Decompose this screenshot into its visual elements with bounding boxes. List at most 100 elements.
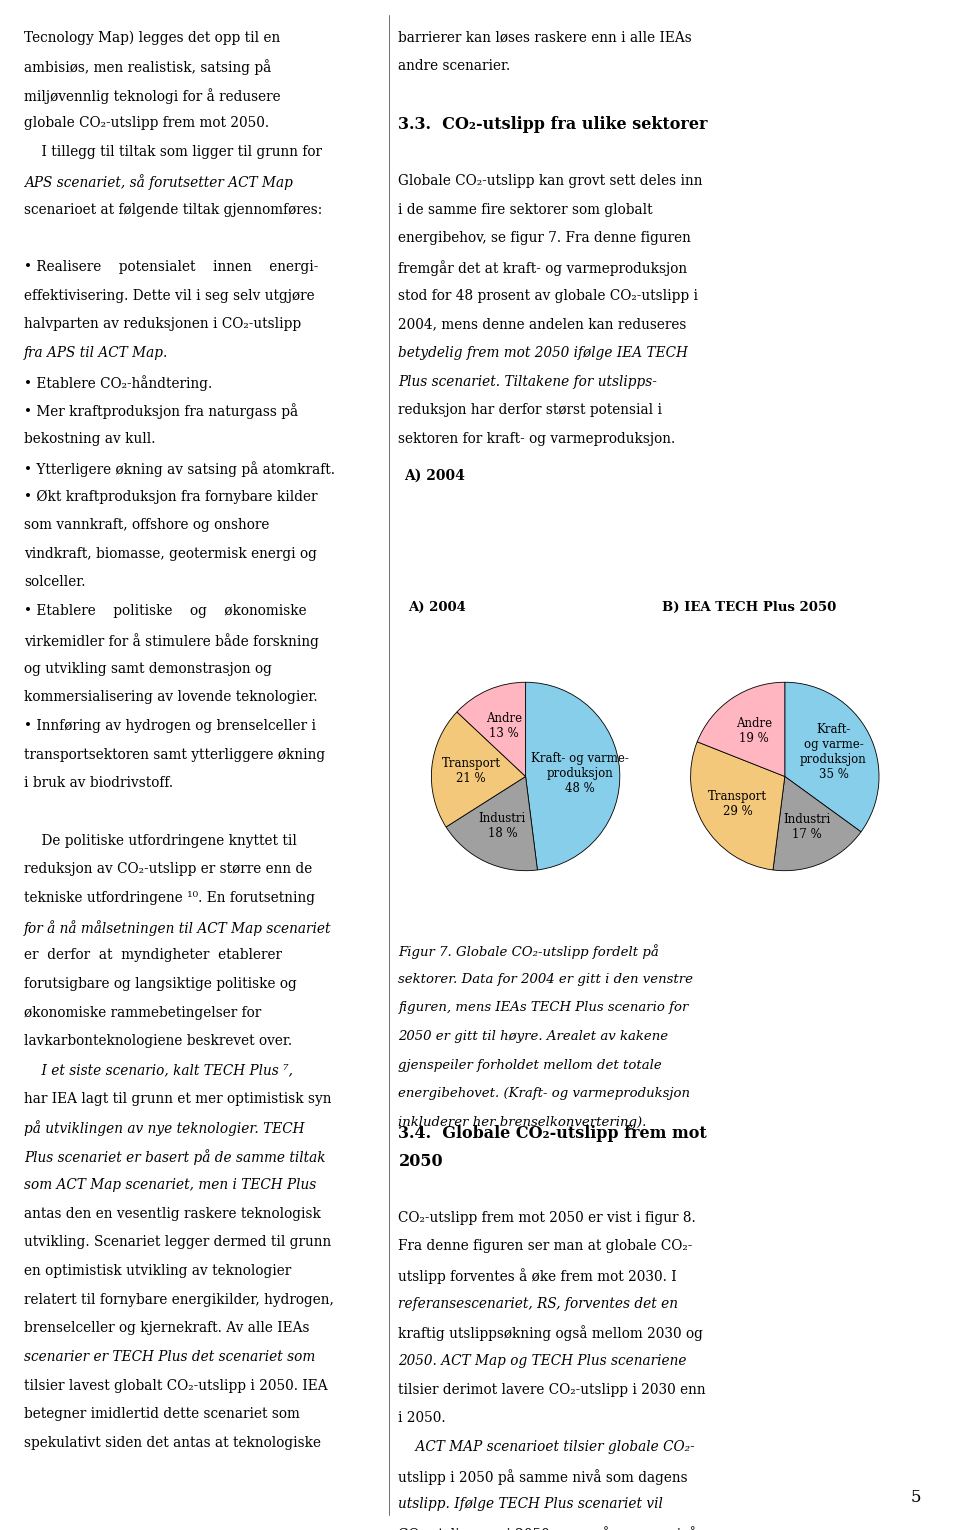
- Text: sektorer. Data for 2004 er gitt i den venstre: sektorer. Data for 2004 er gitt i den ve…: [398, 973, 693, 985]
- Wedge shape: [697, 682, 785, 776]
- Text: utvikling. Scenariet legger dermed til grunn: utvikling. Scenariet legger dermed til g…: [24, 1235, 331, 1250]
- Text: kraftig utslippsøkning også mellom 2030 og: kraftig utslippsøkning også mellom 2030 …: [398, 1325, 704, 1342]
- Text: solceller.: solceller.: [24, 575, 85, 589]
- Text: kommersialisering av lovende teknologier.: kommersialisering av lovende teknologier…: [24, 690, 318, 704]
- Text: I tillegg til tiltak som ligger til grunn for: I tillegg til tiltak som ligger til grun…: [24, 145, 322, 159]
- Text: Figur 7. Globale CO₂-utslipp fordelt på: Figur 7. Globale CO₂-utslipp fordelt på: [398, 944, 660, 959]
- Text: i 2050.: i 2050.: [398, 1411, 446, 1426]
- Text: • Ytterligere økning av satsing på atomkraft.: • Ytterligere økning av satsing på atomk…: [24, 461, 335, 477]
- Text: en optimistisk utvikling av teknologier: en optimistisk utvikling av teknologier: [24, 1264, 291, 1278]
- Text: økonomiske rammebetingelser for: økonomiske rammebetingelser for: [24, 1005, 261, 1021]
- Text: utslipp. Ifølge TECH Plus scenariet vil: utslipp. Ifølge TECH Plus scenariet vil: [398, 1498, 663, 1512]
- Text: barrierer kan løses raskere enn i alle IEAs: barrierer kan løses raskere enn i alle I…: [398, 31, 692, 44]
- Text: Andre
13 %: Andre 13 %: [486, 713, 522, 741]
- Text: i bruk av biodrivstoff.: i bruk av biodrivstoff.: [24, 776, 173, 791]
- Text: reduksjon av CO₂-utslipp er større enn de: reduksjon av CO₂-utslipp er større enn d…: [24, 863, 312, 877]
- Text: • Mer kraftproduksjon fra naturgass på: • Mer kraftproduksjon fra naturgass på: [24, 404, 299, 419]
- Text: • Økt kraftproduksjon fra fornybare kilder: • Økt kraftproduksjon fra fornybare kild…: [24, 490, 318, 503]
- Text: 5: 5: [911, 1490, 922, 1507]
- Text: ACT MAP scenarioet tilsier globale CO₂-: ACT MAP scenarioet tilsier globale CO₂-: [398, 1440, 695, 1454]
- Text: halvparten av reduksjonen i CO₂-utslipp: halvparten av reduksjonen i CO₂-utslipp: [24, 317, 301, 332]
- Text: fra APS til ACT Map.: fra APS til ACT Map.: [24, 346, 168, 360]
- Wedge shape: [431, 711, 525, 826]
- Text: andre scenarier.: andre scenarier.: [398, 60, 511, 73]
- Text: på utviklingen av nye teknologier. TECH: på utviklingen av nye teknologier. TECH: [24, 1120, 304, 1137]
- Text: scenarier er TECH Plus det scenariet som: scenarier er TECH Plus det scenariet som: [24, 1349, 315, 1365]
- Text: Transport
21 %: Transport 21 %: [442, 757, 501, 785]
- Text: har IEA lagt til grunn et mer optimistisk syn: har IEA lagt til grunn et mer optimistis…: [24, 1092, 331, 1106]
- Text: som ACT Map scenariet, men i TECH Plus: som ACT Map scenariet, men i TECH Plus: [24, 1178, 316, 1192]
- Text: I et siste scenario, kalt TECH Plus ⁷,: I et siste scenario, kalt TECH Plus ⁷,: [24, 1063, 293, 1077]
- Text: forutsigbare og langsiktige politiske og: forutsigbare og langsiktige politiske og: [24, 978, 297, 991]
- Text: De politiske utfordringene knyttet til: De politiske utfordringene knyttet til: [24, 834, 297, 848]
- Text: 2050: 2050: [398, 1154, 443, 1170]
- Text: fremgår det at kraft- og varmeproduksjon: fremgår det at kraft- og varmeproduksjon: [398, 260, 687, 275]
- Text: referansescenariet, RS, forventes det en: referansescenariet, RS, forventes det en: [398, 1296, 679, 1311]
- Text: Plus scenariet er basert på de samme tiltak: Plus scenariet er basert på de samme til…: [24, 1149, 325, 1166]
- Text: effektivisering. Dette vil i seg selv utgjøre: effektivisering. Dette vil i seg selv ut…: [24, 289, 315, 303]
- Text: 3.3.  CO₂-utslipp fra ulike sektorer: 3.3. CO₂-utslipp fra ulike sektorer: [398, 116, 708, 133]
- Text: relatert til fornybare energikilder, hydrogen,: relatert til fornybare energikilder, hyd…: [24, 1293, 334, 1307]
- Text: transportsektoren samt ytterliggere økning: transportsektoren samt ytterliggere økni…: [24, 748, 325, 762]
- Text: • Etablere    politiske    og    økonomiske: • Etablere politiske og økonomiske: [24, 604, 306, 618]
- Text: 2004, mens denne andelen kan reduseres: 2004, mens denne andelen kan reduseres: [398, 317, 686, 332]
- Text: Andre
19 %: Andre 19 %: [736, 718, 772, 745]
- Text: • Innføring av hydrogen og brenselceller i: • Innføring av hydrogen og brenselceller…: [24, 719, 316, 733]
- Text: Kraft- og varme-
produksjon
48 %: Kraft- og varme- produksjon 48 %: [531, 751, 629, 794]
- Text: Industri
18 %: Industri 18 %: [479, 812, 526, 840]
- Text: B) IEA TECH Plus 2050: B) IEA TECH Plus 2050: [662, 600, 837, 614]
- Text: • Realisere    potensialet    innen    energi-: • Realisere potensialet innen energi-: [24, 260, 319, 274]
- Text: stod for 48 prosent av globale CO₂-utslipp i: stod for 48 prosent av globale CO₂-utsli…: [398, 289, 698, 303]
- Text: 2050. ACT Map og TECH Plus scenariene: 2050. ACT Map og TECH Plus scenariene: [398, 1354, 687, 1368]
- Text: i de samme fire sektorer som globalt: i de samme fire sektorer som globalt: [398, 202, 653, 217]
- Text: APS scenariet, så forutsetter ACT Map: APS scenariet, så forutsetter ACT Map: [24, 174, 293, 190]
- Text: Kraft-
og varme-
produksjon
35 %: Kraft- og varme- produksjon 35 %: [800, 722, 867, 780]
- Text: for å nå målsetningen til ACT Map scenariet: for å nå målsetningen til ACT Map scenar…: [24, 920, 331, 936]
- Text: A) 2004: A) 2004: [408, 600, 466, 614]
- Text: ambisiøs, men realistisk, satsing på: ambisiøs, men realistisk, satsing på: [24, 60, 272, 75]
- Wedge shape: [457, 682, 526, 776]
- Text: er  derfor  at  myndigheter  etablerer: er derfor at myndigheter etablerer: [24, 949, 282, 962]
- Wedge shape: [525, 682, 620, 871]
- Text: CO₂-utslipp frem mot 2050 er vist i figur 8.: CO₂-utslipp frem mot 2050 er vist i figu…: [398, 1210, 696, 1224]
- Text: utslipp forventes å øke frem mot 2030. I: utslipp forventes å øke frem mot 2030. I: [398, 1268, 677, 1284]
- Text: som vannkraft, offshore og onshore: som vannkraft, offshore og onshore: [24, 519, 270, 532]
- Text: Plus scenariet. Tiltakene for utslipps-: Plus scenariet. Tiltakene for utslipps-: [398, 375, 658, 389]
- Text: tilsier derimot lavere CO₂-utslipp i 2030 enn: tilsier derimot lavere CO₂-utslipp i 203…: [398, 1383, 706, 1397]
- Text: virkemidler for å stimulere både forskning: virkemidler for å stimulere både forskni…: [24, 633, 319, 649]
- Text: CO₂-utslippene i 2050 være på samme nivå: CO₂-utslippene i 2050 være på samme nivå: [398, 1525, 698, 1530]
- Text: utslipp i 2050 på samme nivå som dagens: utslipp i 2050 på samme nivå som dagens: [398, 1469, 688, 1484]
- Wedge shape: [446, 776, 538, 871]
- Text: miljøvennlig teknologi for å redusere: miljøvennlig teknologi for å redusere: [24, 87, 280, 104]
- Text: sektoren for kraft- og varmeproduksjon.: sektoren for kraft- og varmeproduksjon.: [398, 431, 676, 447]
- Text: • Etablere CO₂-håndtering.: • Etablere CO₂-håndtering.: [24, 375, 212, 390]
- Text: A) 2004: A) 2004: [404, 468, 465, 482]
- Text: spekulativt siden det antas at teknologiske: spekulativt siden det antas at teknologi…: [24, 1437, 321, 1450]
- Text: brenselceller og kjernekraft. Av alle IEAs: brenselceller og kjernekraft. Av alle IE…: [24, 1322, 309, 1336]
- Text: lavkarbonteknologiene beskrevet over.: lavkarbonteknologiene beskrevet over.: [24, 1034, 292, 1048]
- Text: betegner imidlertid dette scenariet som: betegner imidlertid dette scenariet som: [24, 1408, 300, 1421]
- Text: Globale CO₂-utslipp kan grovt sett deles inn: Globale CO₂-utslipp kan grovt sett deles…: [398, 174, 703, 188]
- Text: Transport
29 %: Transport 29 %: [708, 791, 767, 819]
- Text: tekniske utfordringene ¹⁰. En forutsetning: tekniske utfordringene ¹⁰. En forutsetni…: [24, 890, 315, 906]
- Text: inkluderer her brenselkonvertering).: inkluderer her brenselkonvertering).: [398, 1115, 647, 1129]
- Text: Industri
17 %: Industri 17 %: [782, 812, 830, 840]
- Text: bekostning av kull.: bekostning av kull.: [24, 431, 156, 447]
- Text: antas den en vesentlig raskere teknologisk: antas den en vesentlig raskere teknologi…: [24, 1207, 321, 1221]
- Text: vindkraft, biomasse, geotermisk energi og: vindkraft, biomasse, geotermisk energi o…: [24, 546, 317, 562]
- Text: gjenspeiler forholdet mellom det totale: gjenspeiler forholdet mellom det totale: [398, 1059, 662, 1071]
- Text: globale CO₂-utslipp frem mot 2050.: globale CO₂-utslipp frem mot 2050.: [24, 116, 269, 130]
- Wedge shape: [773, 776, 861, 871]
- Text: figuren, mens IEAs TECH Plus scenario for: figuren, mens IEAs TECH Plus scenario fo…: [398, 1002, 688, 1014]
- Text: og utvikling samt demonstrasjon og: og utvikling samt demonstrasjon og: [24, 661, 272, 676]
- Text: tilsier lavest globalt CO₂-utslipp i 2050. IEA: tilsier lavest globalt CO₂-utslipp i 205…: [24, 1379, 327, 1392]
- Text: betydelig frem mot 2050 ifølge IEA TECH: betydelig frem mot 2050 ifølge IEA TECH: [398, 346, 688, 360]
- Text: 2050 er gitt til høyre. Arealet av kakene: 2050 er gitt til høyre. Arealet av kaken…: [398, 1030, 668, 1043]
- Text: reduksjon har derfor størst potensial i: reduksjon har derfor størst potensial i: [398, 404, 662, 418]
- Text: 3.4.  Globale CO₂-utslipp frem mot: 3.4. Globale CO₂-utslipp frem mot: [398, 1125, 708, 1141]
- Wedge shape: [690, 742, 785, 871]
- Text: Fra denne figuren ser man at globale CO₂-: Fra denne figuren ser man at globale CO₂…: [398, 1239, 693, 1253]
- Text: Tecnology Map) legges det opp til en: Tecnology Map) legges det opp til en: [24, 31, 280, 44]
- Wedge shape: [784, 682, 879, 832]
- Text: energibehov, se figur 7. Fra denne figuren: energibehov, se figur 7. Fra denne figur…: [398, 231, 691, 245]
